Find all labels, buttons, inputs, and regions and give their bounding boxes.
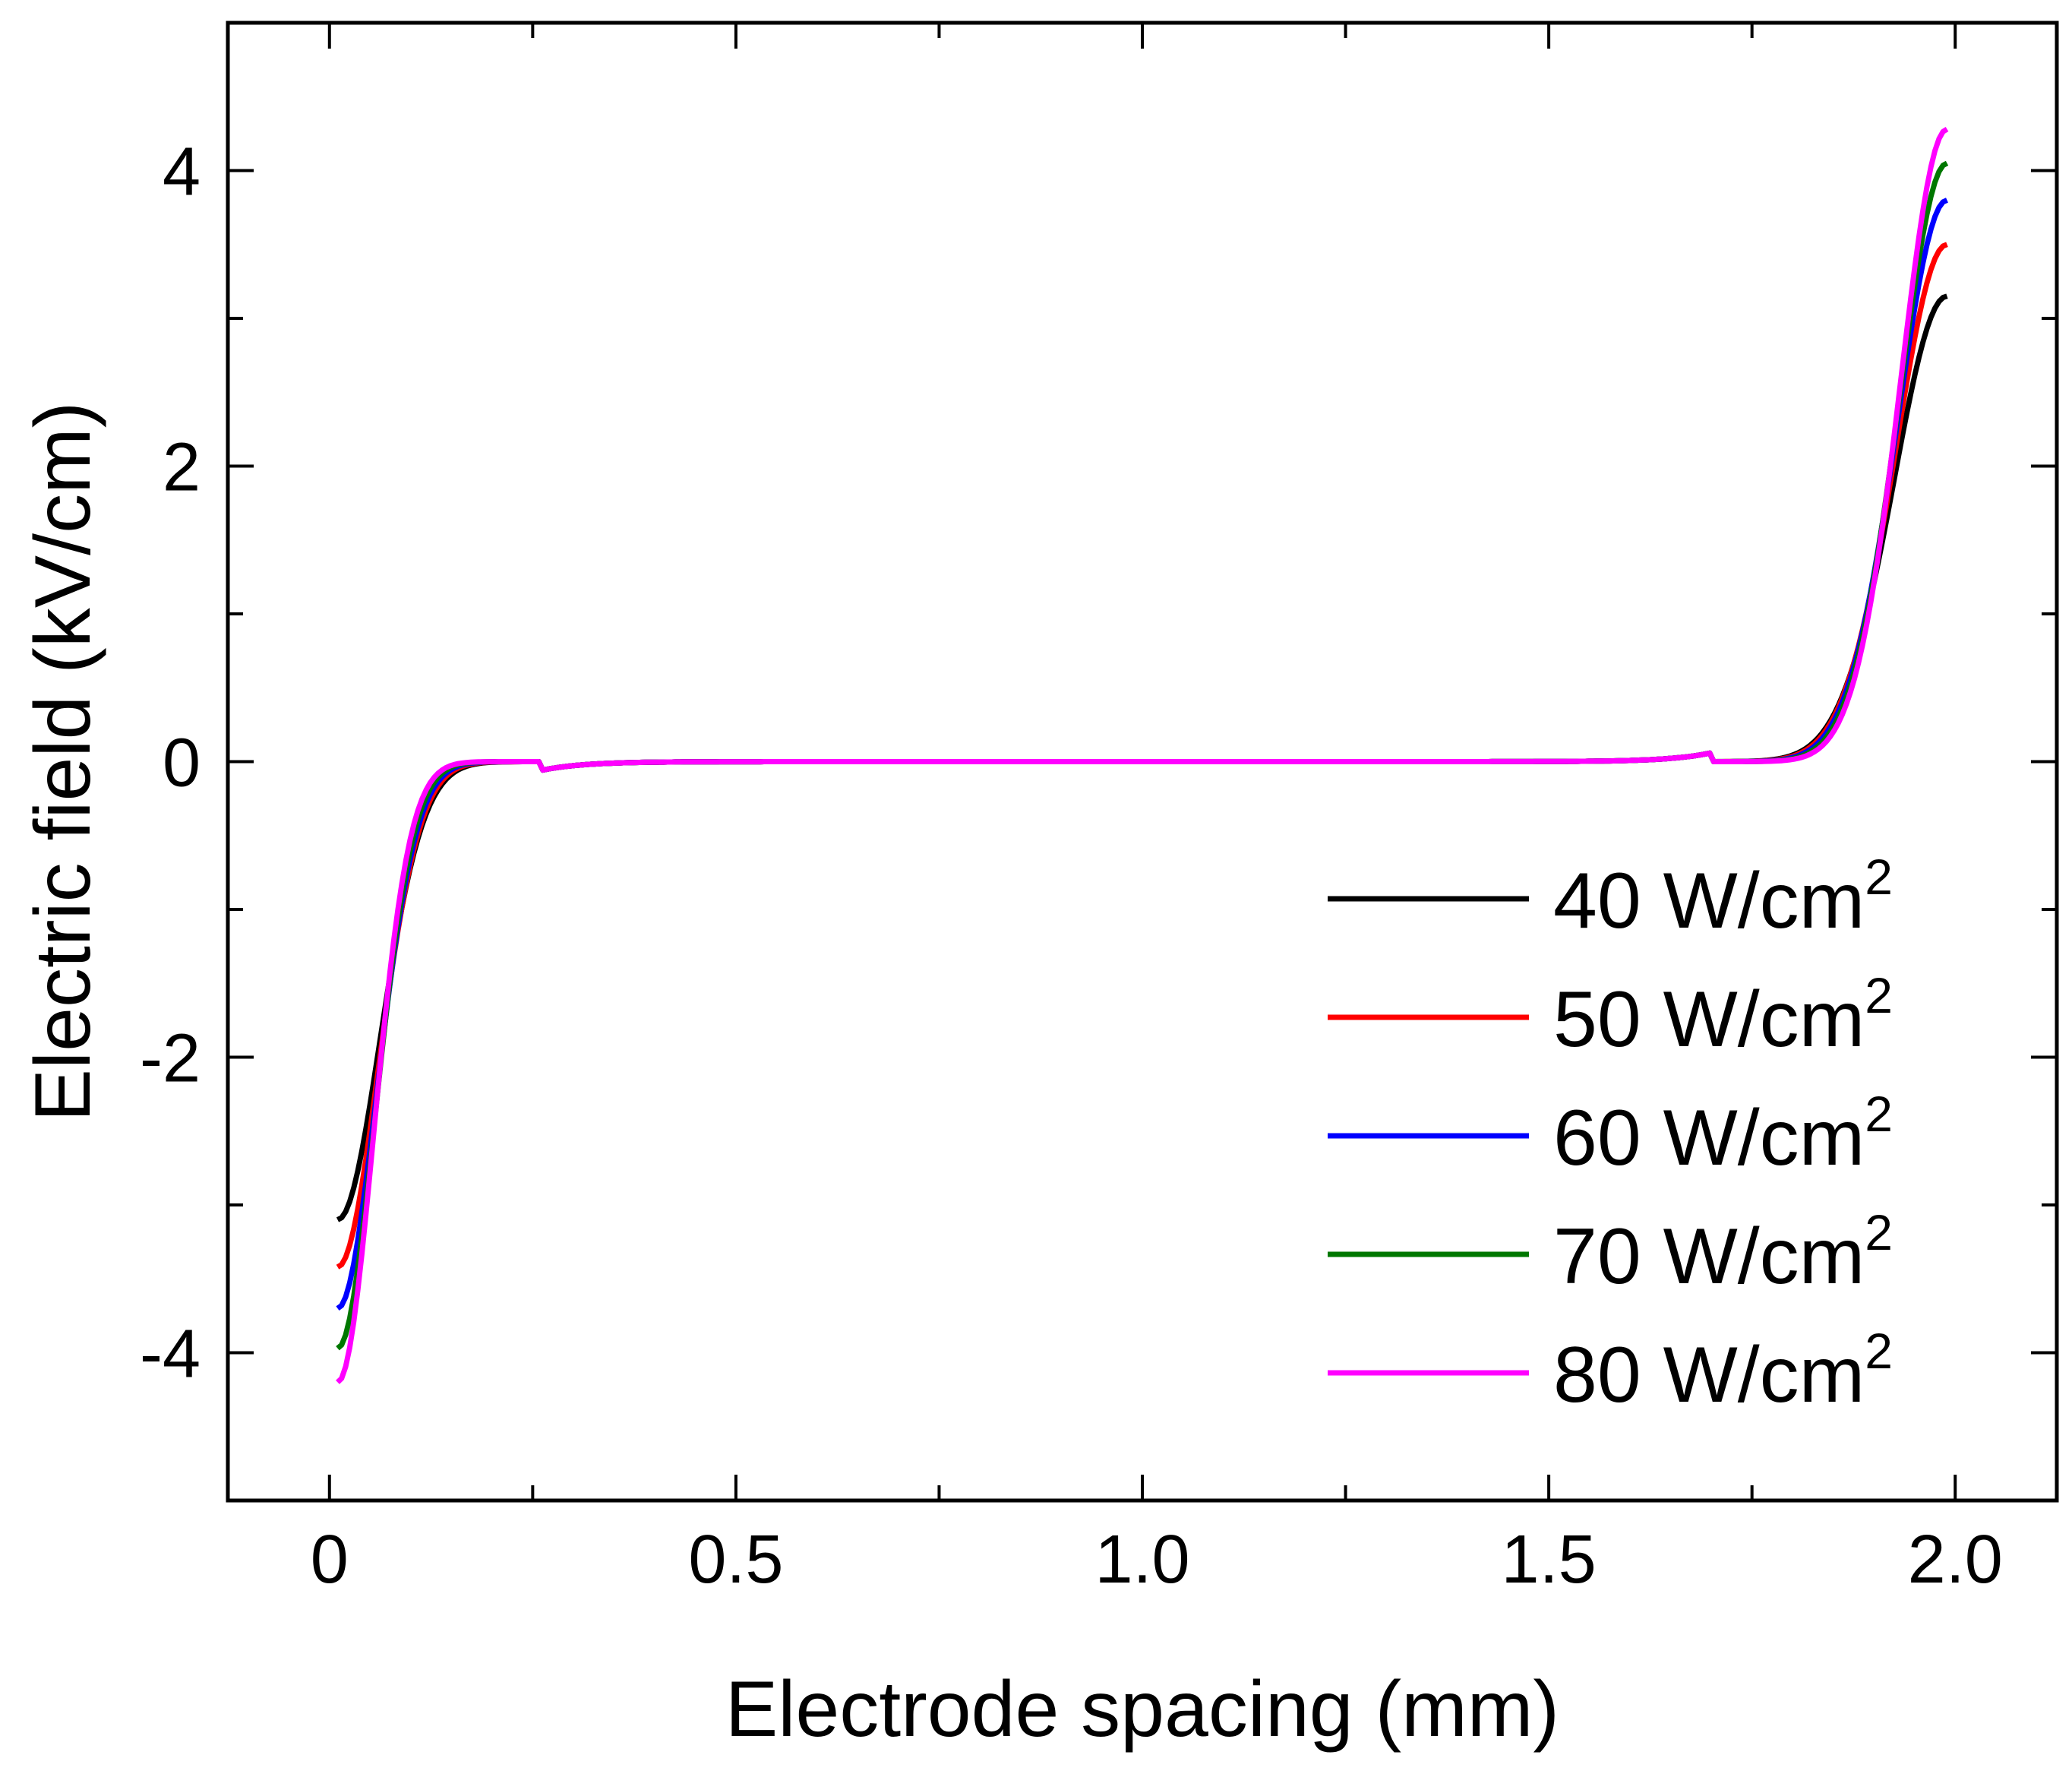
y-tick-label: -2 (140, 1021, 201, 1097)
x-tick-label: 2.0 (1908, 1522, 2003, 1598)
legend: 40 W/cm2 50 W/cm2 60 W/cm2 70 W/cm2 80 W/cm2 (1328, 849, 1893, 1419)
legend-label-sup: 2 (1865, 967, 1893, 1023)
series-line-40 (336, 293, 1948, 1222)
series-line-80 (336, 127, 1949, 1384)
x-axis-title: Electrode spacing (mm) (725, 1665, 1559, 1753)
legend-label-40: 40 W/cm2 (1553, 849, 1893, 945)
axis-tick-labels: 0 0.5 1.0 1.5 2.0 -4 -2 0 2 4 (140, 134, 2003, 1598)
x-tick-label: 1.0 (1094, 1522, 1189, 1598)
x-tick-label: 0.5 (688, 1522, 783, 1598)
y-tick-label: 2 (163, 430, 201, 506)
axis-ticks (228, 23, 2057, 1500)
y-tick-label: 0 (163, 726, 201, 802)
y-tick-label: 4 (163, 134, 201, 210)
y-tick-label: -4 (140, 1317, 201, 1393)
legend-label-sup: 2 (1865, 1323, 1893, 1379)
legend-label-50: 50 W/cm2 (1553, 967, 1893, 1064)
legend-label-sup: 2 (1865, 849, 1893, 905)
y-axis-title: Electric field (kV/cm) (19, 402, 107, 1122)
legend-label-sup: 2 (1865, 1086, 1893, 1142)
x-tick-label: 1.5 (1502, 1522, 1597, 1598)
legend-label-sup: 2 (1865, 1204, 1893, 1260)
legend-label-80: 80 W/cm2 (1553, 1323, 1893, 1419)
legend-label-70: 70 W/cm2 (1553, 1204, 1893, 1301)
x-tick-label: 0 (311, 1522, 349, 1598)
series-curves (336, 127, 1949, 1384)
legend-label-60: 60 W/cm2 (1553, 1086, 1893, 1182)
